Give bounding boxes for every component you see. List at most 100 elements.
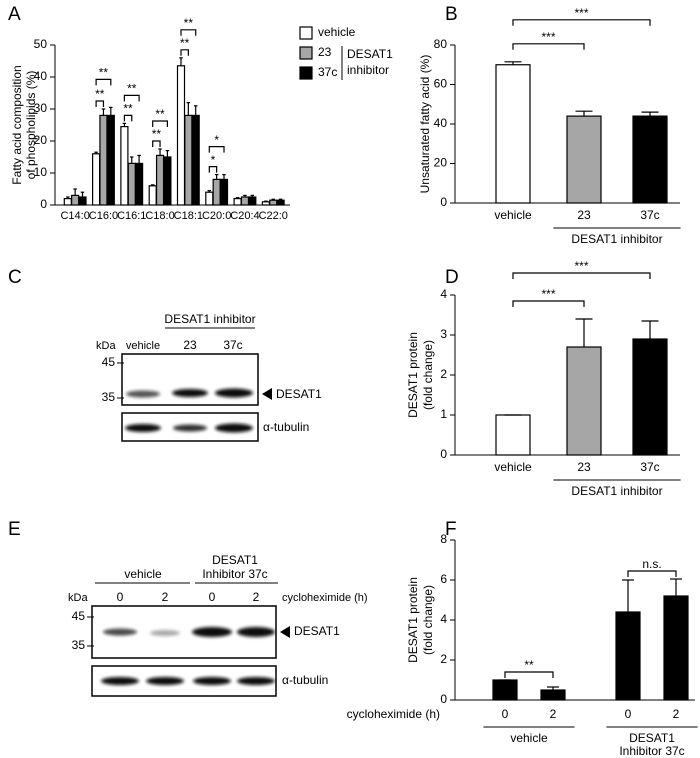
bar	[205, 191, 214, 206]
y-axis-label: DESAT1 protein	[406, 332, 420, 418]
lane-label: 0	[209, 590, 216, 604]
y-tick-label: 60	[434, 77, 448, 91]
bar	[492, 679, 518, 701]
legend-swatch	[299, 66, 313, 80]
y-tick-label: 20	[34, 133, 48, 147]
bar	[276, 199, 285, 206]
marker-label: 45	[102, 355, 116, 369]
panel-letter: A	[8, 4, 21, 25]
bar	[106, 114, 115, 206]
lane-row-label: cycloheximide (h)	[282, 592, 368, 604]
x-tick-label: C18:0	[145, 210, 174, 222]
bar	[184, 114, 193, 206]
significance-label: *	[214, 133, 219, 147]
blot-e: vehicle DESAT1 Inhibitor 37c kDa 0 2 0 2…	[68, 553, 368, 697]
band	[173, 424, 207, 432]
band	[125, 424, 161, 432]
x-tick-label: 37c	[640, 208, 659, 222]
y-axis-label: (fold change)	[421, 585, 435, 655]
bar	[78, 196, 87, 206]
significance-label: ***	[574, 6, 588, 20]
x-tick-label: 0	[625, 707, 632, 721]
bar	[632, 115, 668, 204]
y-axis-label: DESAT1 protein	[406, 577, 420, 663]
lane-label: vehicle	[126, 340, 160, 352]
significance-bracket	[95, 100, 105, 107]
significance-bracket	[123, 94, 140, 102]
significance-label: **	[180, 36, 190, 50]
x-tick-label: 23	[577, 208, 591, 222]
significance-label: ***	[541, 30, 555, 44]
band	[192, 627, 232, 637]
x-row-label: cycloheximide (h)	[347, 707, 440, 721]
group-label: DESAT1	[629, 731, 675, 745]
lane-label: 0	[117, 590, 124, 604]
x-tick-label: C22:0	[259, 210, 288, 222]
bar	[127, 162, 136, 206]
bar	[261, 201, 270, 206]
significance-label: **	[127, 82, 137, 96]
band	[237, 677, 275, 685]
y-axis-label: of phospholipids (%)	[24, 71, 38, 180]
marker-label: 35	[72, 638, 86, 652]
bar	[191, 114, 200, 206]
x-tick-label: vehicle	[494, 208, 532, 222]
x-tick-label: 0	[502, 707, 509, 721]
significance-bracket	[180, 29, 197, 36]
x-tick-label: 23	[577, 460, 591, 474]
bar	[663, 595, 689, 701]
y-tick-label: 0	[440, 447, 447, 461]
marker-label: 45	[72, 609, 86, 623]
y-tick-label: 80	[434, 37, 448, 51]
significance-bracket	[180, 49, 189, 56]
y-tick-label: 0	[440, 692, 447, 706]
bar	[148, 185, 157, 206]
significance-label: **	[123, 102, 133, 116]
x-tick-label: 2	[550, 707, 557, 721]
significance-label: *	[211, 153, 216, 167]
group-label: DESAT1 inhibitor	[571, 484, 662, 498]
band	[215, 423, 253, 433]
bar	[615, 611, 641, 701]
significance-bracket	[95, 78, 112, 86]
kda-label: kDa	[96, 340, 116, 352]
arrow	[280, 626, 290, 638]
bar	[120, 125, 129, 206]
band	[101, 677, 139, 685]
legend-group-label: DESAT1	[347, 47, 393, 61]
significance-label: **	[99, 66, 109, 80]
x-tick-label: 37c	[640, 460, 659, 474]
y-tick-label: 2	[440, 652, 447, 666]
significance-label: ***	[541, 287, 555, 301]
bar	[99, 114, 108, 206]
bar	[240, 196, 250, 206]
bar	[566, 115, 602, 204]
x-tick-label: vehicle	[494, 460, 532, 474]
y-axis-label: Unsaturated fatty acid (%)	[418, 55, 432, 194]
bar	[495, 414, 531, 456]
lane-label: 2	[162, 590, 169, 604]
legend-label: 23	[318, 45, 332, 59]
bar	[233, 198, 242, 206]
bar	[495, 64, 531, 204]
band-label: α-tubulin	[263, 420, 309, 434]
panel-letter: E	[8, 519, 21, 540]
bar	[248, 196, 257, 206]
legend-swatch	[299, 46, 313, 60]
legend-group-label: inhibitor	[347, 63, 389, 77]
bar	[71, 194, 80, 206]
significance-bracket	[512, 300, 585, 307]
bar	[632, 338, 668, 456]
significance-label: **	[152, 127, 162, 141]
x-tick-label: C20:4	[230, 210, 259, 222]
panel-letter: D	[445, 267, 459, 288]
band	[103, 628, 137, 636]
bar	[163, 156, 172, 206]
arrow	[262, 388, 272, 400]
significance-label: **	[524, 658, 534, 672]
band-label: DESAT1	[294, 624, 340, 638]
significance-label: **	[184, 16, 194, 30]
significance-label: **	[95, 87, 105, 101]
significance-bracket	[512, 43, 585, 50]
y-tick-label: 40	[34, 69, 48, 83]
